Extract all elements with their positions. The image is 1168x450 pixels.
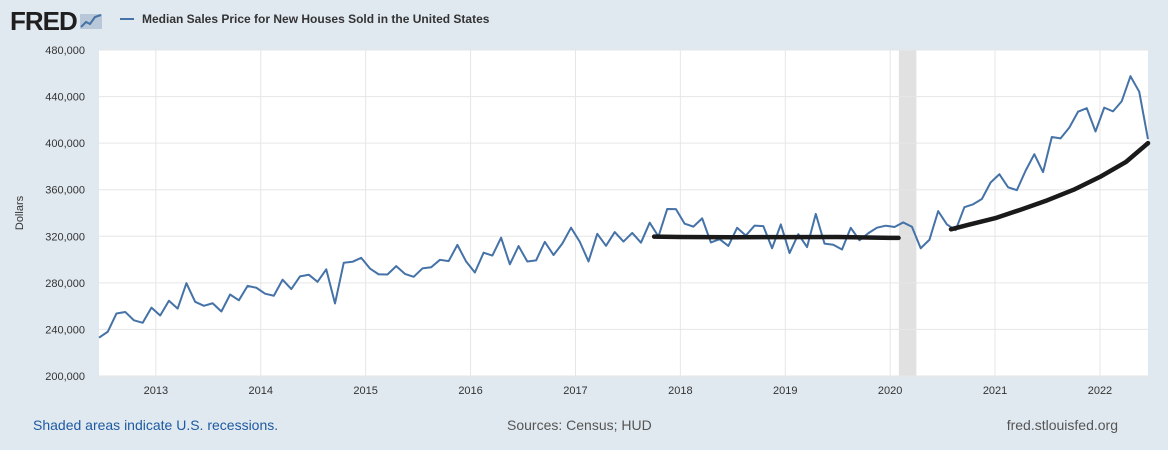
x-tick-label: 2022 bbox=[1088, 385, 1112, 397]
legend: Median Sales Price for New Houses Sold i… bbox=[120, 12, 489, 26]
header: FRED bbox=[10, 6, 103, 36]
trend-line-1 bbox=[651, 234, 901, 241]
x-tick-label: 2020 bbox=[878, 385, 902, 397]
x-tick-label: 2018 bbox=[668, 385, 692, 397]
recession-note: Shaded areas indicate U.S. recessions. bbox=[33, 417, 279, 433]
y-tick-label: 280,000 bbox=[45, 278, 85, 290]
x-tick-label: 2017 bbox=[563, 385, 587, 397]
y-tick-label: 480,000 bbox=[45, 45, 85, 57]
line-chart[interactable]: 200,000 240,000 280,000 320,000 360,000 400,0… bbox=[0, 0, 1168, 410]
logo-graph-icon bbox=[79, 14, 102, 29]
fred-logo[interactable]: FRED bbox=[10, 5, 78, 36]
x-tick-label: 2015 bbox=[353, 385, 377, 397]
y-tick-label: 320,000 bbox=[45, 231, 85, 243]
y-tick-label: 400,000 bbox=[45, 138, 85, 150]
recession-band bbox=[898, 50, 917, 376]
plot-area bbox=[99, 50, 1148, 376]
x-tick-label: 2014 bbox=[249, 385, 273, 397]
chart-container: 200,000 240,000 280,000 320,000 360,000 400,0… bbox=[0, 0, 1168, 410]
y-tick-label: 200,000 bbox=[45, 371, 85, 383]
x-tick-label: 2016 bbox=[458, 385, 482, 397]
sources-text: Sources: Census; HUD bbox=[507, 417, 652, 433]
legend-series-title[interactable]: Median Sales Price for New Houses Sold i… bbox=[142, 12, 490, 26]
trend-line-2 bbox=[948, 140, 1151, 232]
y-axis-title: Dollars bbox=[14, 195, 26, 230]
legend-swatch bbox=[120, 18, 134, 20]
y-tick-label: 360,000 bbox=[45, 185, 85, 197]
series-line[interactable] bbox=[98, 75, 1149, 339]
x-tick-label: 2021 bbox=[983, 385, 1007, 397]
y-tick-label: 440,000 bbox=[45, 92, 85, 104]
x-tick-label: 2013 bbox=[144, 385, 168, 397]
site-url[interactable]: fred.stlouisfed.org bbox=[1006, 417, 1118, 433]
y-tick-label: 240,000 bbox=[45, 324, 85, 336]
x-tick-label: 2019 bbox=[773, 385, 797, 397]
